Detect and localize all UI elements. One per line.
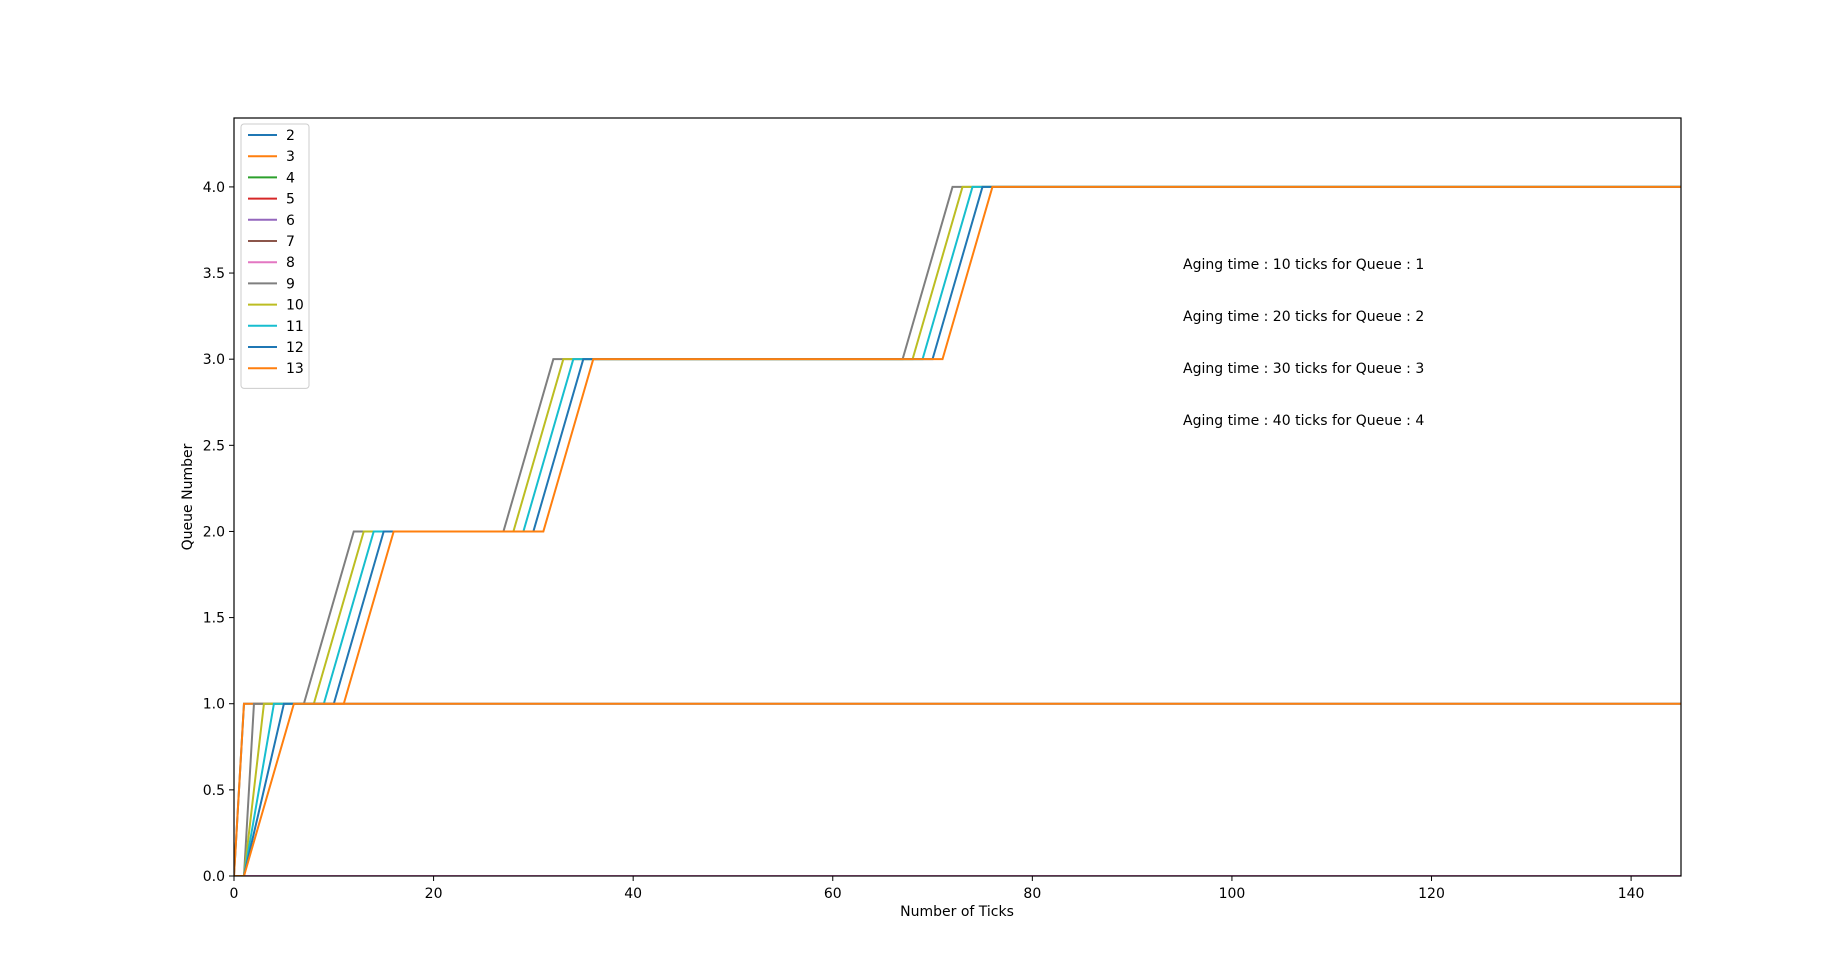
annotation-queue-4: Aging time : 40 ticks for Queue : 4 [1183,413,1424,429]
legend-box [240,123,310,389]
x-tick-label: 60 [824,886,842,902]
x-tick-label: 40 [624,886,642,902]
y-axis-ticks: 0.0 0.5 1.0 1.5 2.0 2.5 3.0 3.5 4.0 [203,180,234,885]
legend-label-12: 12 [286,340,304,356]
y-tick-label: 3.5 [203,266,225,282]
legend-label-11: 11 [286,319,304,335]
annotation-queue-2: Aging time : 20 ticks for Queue : 2 [1183,309,1424,325]
x-axis-label: Number of Ticks [900,904,1014,920]
annotation-queue-1: Aging time : 10 ticks for Queue : 1 [1183,257,1424,273]
legend-label-10: 10 [286,298,304,314]
legend-label-3: 3 [286,149,295,165]
series-line-3 [234,702,1681,876]
y-tick-label: 1.5 [203,611,225,627]
x-tick-label: 20 [425,886,443,902]
annotations: Aging time : 10 ticks for Queue : 1 Agin… [1183,257,1424,429]
legend: 2 3 4 5 6 7 8 9 10 11 12 13 [240,123,310,389]
legend-label-13: 13 [286,361,304,377]
axes-frame [233,117,1682,877]
plot-frame [233,117,1682,877]
y-tick-label: 2.0 [203,524,225,540]
x-tick-label: 120 [1418,886,1445,902]
annotation-queue-3: Aging time : 30 ticks for Queue : 3 [1183,361,1424,377]
legend-label-5: 5 [286,192,295,208]
y-tick-label: 2.5 [203,438,225,454]
x-tick-label: 140 [1618,886,1645,902]
plot-lines [234,185,1681,876]
legend-label-8: 8 [286,255,295,271]
x-axis-ticks: 0 20 40 60 80 100 120 140 [230,876,1645,902]
series-line-13 [234,185,1681,876]
y-tick-label: 1.0 [203,697,225,713]
y-axis-label: Queue Number [180,443,196,550]
legend-label-7: 7 [286,234,295,250]
legend-label-2: 2 [286,128,295,144]
y-tick-label: 0.0 [203,869,225,885]
x-tick-label: 80 [1023,886,1041,902]
legend-label-6: 6 [286,213,295,229]
legend-label-9: 9 [286,276,295,292]
x-tick-label: 0 [230,886,239,902]
y-tick-label: 4.0 [203,180,225,196]
y-tick-label: 3.0 [203,352,225,368]
legend-label-4: 4 [286,170,295,186]
x-tick-label: 100 [1219,886,1246,902]
y-tick-label: 0.5 [203,783,225,799]
